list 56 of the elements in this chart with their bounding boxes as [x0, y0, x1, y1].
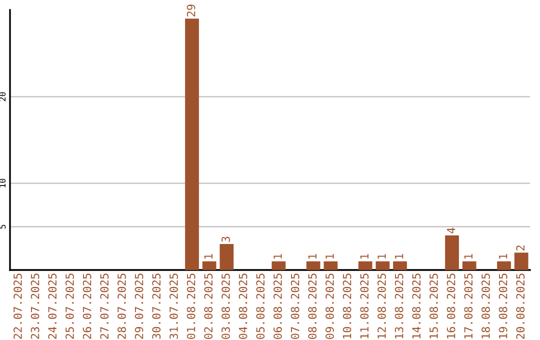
- x-tick-label: 25.07.2025: [66, 274, 74, 339]
- x-tick-label: 06.08.2025: [274, 274, 282, 339]
- data-label: 2: [516, 246, 524, 250]
- x-tick-label: 02.08.2025: [204, 274, 213, 339]
- bar: [202, 261, 216, 270]
- data-label: 29: [186, 4, 196, 16]
- x-tick-label: 22.07.2025: [14, 274, 22, 339]
- x-tick-label: 13.08.2025: [394, 274, 404, 338]
- data-label: 1: [378, 254, 386, 259]
- data-label: 1: [360, 254, 368, 259]
- x-tick-label: 14.08.2025: [412, 274, 421, 338]
- x-tick-label: 26.07.2025: [82, 274, 92, 339]
- data-label: 1: [326, 254, 334, 259]
- x-tick-label: 23.07.2025: [30, 274, 40, 339]
- x-tick-label: 05.08.2025: [256, 274, 265, 339]
- bar: [185, 18, 199, 270]
- x-tick-label: 15.08.2025: [430, 274, 438, 338]
- bar: [462, 261, 476, 270]
- x-tick-label: 30.07.2025: [152, 274, 161, 339]
- x-tick-label: 12.08.2025: [378, 274, 386, 338]
- x-tick-label: 31.07.2025: [170, 274, 178, 339]
- x-tick-label: 18.08.2025: [482, 274, 490, 338]
- x-tick-label: 07.08.2025: [290, 274, 300, 339]
- bar: [376, 261, 390, 270]
- x-tick-label: 20.08.2025: [516, 274, 525, 339]
- bar: [324, 261, 338, 270]
- data-label: 1: [394, 254, 404, 259]
- data-label: 3: [222, 236, 230, 242]
- data-label: 1: [464, 254, 472, 259]
- bar: [497, 261, 511, 270]
- bar: [306, 261, 320, 270]
- x-tick-label: 01.08.2025: [186, 274, 196, 339]
- x-tick-label: 10.08.2025: [342, 274, 352, 338]
- x-tick-label: 28.07.2025: [118, 274, 126, 339]
- x-tick-label: 19.08.2025: [498, 274, 508, 338]
- x-tick-label: 04.08.2025: [238, 274, 248, 339]
- x-tick-label: 11.08.2025: [360, 274, 369, 338]
- bar: [514, 252, 528, 270]
- x-tick-label: 09.08.2025: [326, 274, 334, 339]
- data-label: 4: [446, 228, 456, 234]
- x-tick-label: 16.08.2025: [446, 274, 456, 338]
- data-label: 1: [498, 254, 508, 259]
- x-tick-label: 17.08.2025: [464, 274, 473, 338]
- data-label: 1: [204, 254, 212, 259]
- bar: [445, 235, 459, 270]
- bar: [220, 244, 234, 270]
- x-tick-label: 29.07.2025: [134, 274, 144, 339]
- bar: [358, 261, 372, 270]
- data-label: 1: [308, 254, 316, 259]
- bar: [272, 261, 286, 270]
- x-tick-label: 24.07.2025: [48, 274, 57, 339]
- x-tick-label: 03.08.2025: [222, 274, 230, 339]
- x-tick-label: 27.07.2025: [100, 274, 109, 339]
- bar: [393, 261, 407, 270]
- data-label: 1: [274, 254, 282, 259]
- x-tick-label: 08.08.2025: [308, 274, 317, 339]
